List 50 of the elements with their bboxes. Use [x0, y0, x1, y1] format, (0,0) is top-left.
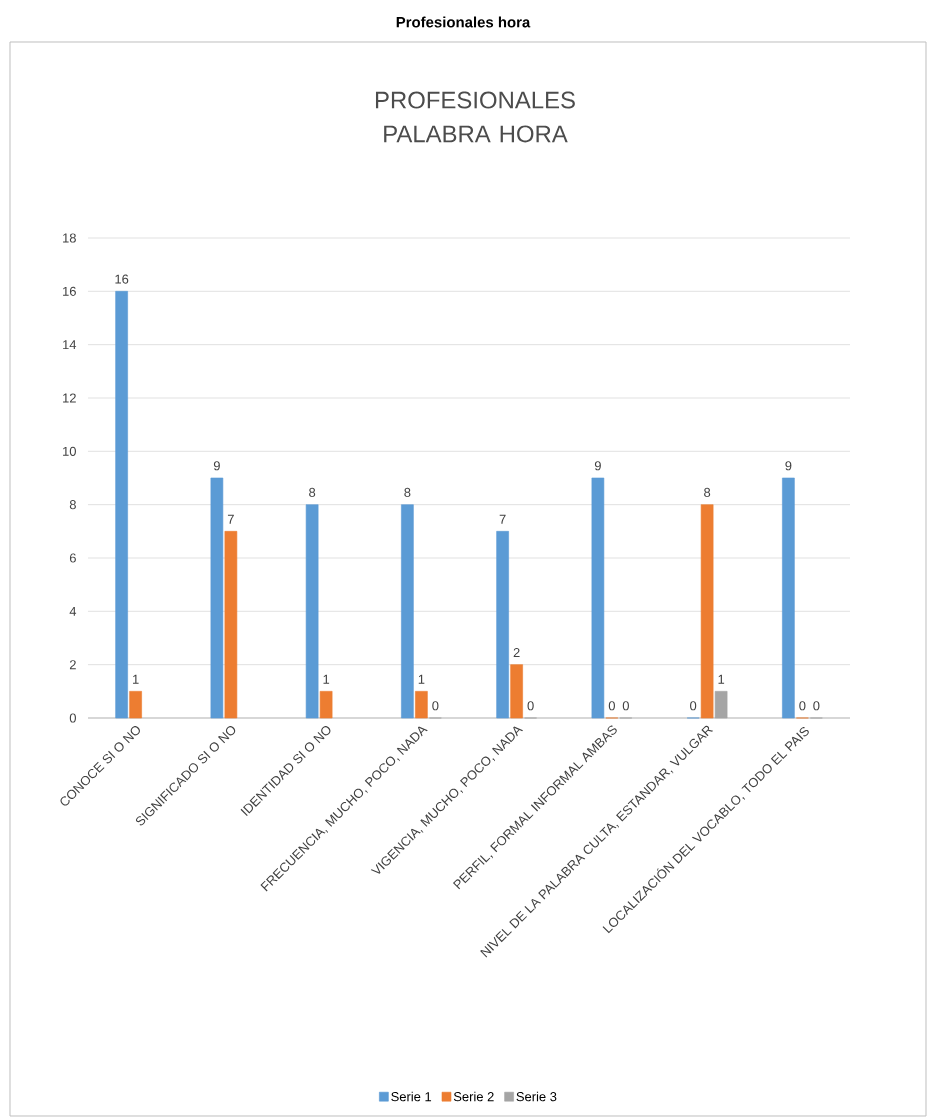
legend-label: Serie 1 — [391, 1091, 432, 1102]
bar — [415, 691, 428, 719]
bar — [591, 477, 605, 719]
legend-label: Serie 2 — [453, 1091, 494, 1102]
y-tick-label: 12 — [63, 393, 76, 403]
data-label: 0 — [799, 701, 806, 711]
y-tick-label: 10 — [63, 446, 76, 456]
bar — [700, 504, 714, 719]
y-tick-label: 0 — [69, 713, 76, 723]
bar — [305, 504, 319, 719]
y-tick-label: 2 — [69, 660, 76, 670]
bar — [496, 531, 509, 719]
data-label: 9 — [213, 461, 220, 471]
data-label: 1 — [418, 674, 425, 684]
data-label: 9 — [594, 461, 601, 471]
chart-title: Profesionales hora — [396, 16, 531, 28]
y-tick-label: 4 — [69, 606, 77, 616]
data-label: 7 — [499, 514, 506, 524]
data-label: 8 — [704, 487, 711, 498]
data-label: 0 — [622, 701, 629, 711]
y-tick-label: 18 — [63, 233, 76, 243]
y-tick-label: 6 — [69, 553, 76, 563]
bar — [319, 691, 333, 719]
data-label: 0 — [813, 701, 820, 711]
legend-label: Serie 3 — [516, 1091, 557, 1102]
data-label: 2 — [513, 647, 520, 658]
data-label: 9 — [785, 461, 792, 471]
data-label: 16 — [115, 274, 129, 284]
y-tick-label: 8 — [69, 500, 76, 510]
data-label: 0 — [690, 701, 697, 711]
y-tick-label: 16 — [63, 286, 76, 296]
chart-subtitle: PROFESIONALES PALABRA HORA — [375, 91, 575, 143]
data-label: 1 — [323, 674, 330, 684]
bar — [129, 691, 142, 719]
bar — [782, 477, 795, 719]
data-label: 1 — [718, 674, 725, 684]
data-label: 0 — [432, 701, 439, 711]
data-label: 1 — [133, 674, 139, 684]
y-tick-label: 14 — [63, 340, 77, 350]
bar — [224, 531, 238, 719]
bar — [714, 691, 728, 719]
data-label: 0 — [527, 701, 534, 711]
data-label: 7 — [227, 514, 234, 524]
data-label: 0 — [608, 701, 615, 711]
bar — [115, 291, 128, 719]
bar — [401, 504, 414, 719]
bar — [510, 664, 523, 719]
data-label: 8 — [309, 487, 316, 498]
data-label: 8 — [404, 487, 411, 498]
bar — [210, 477, 224, 719]
